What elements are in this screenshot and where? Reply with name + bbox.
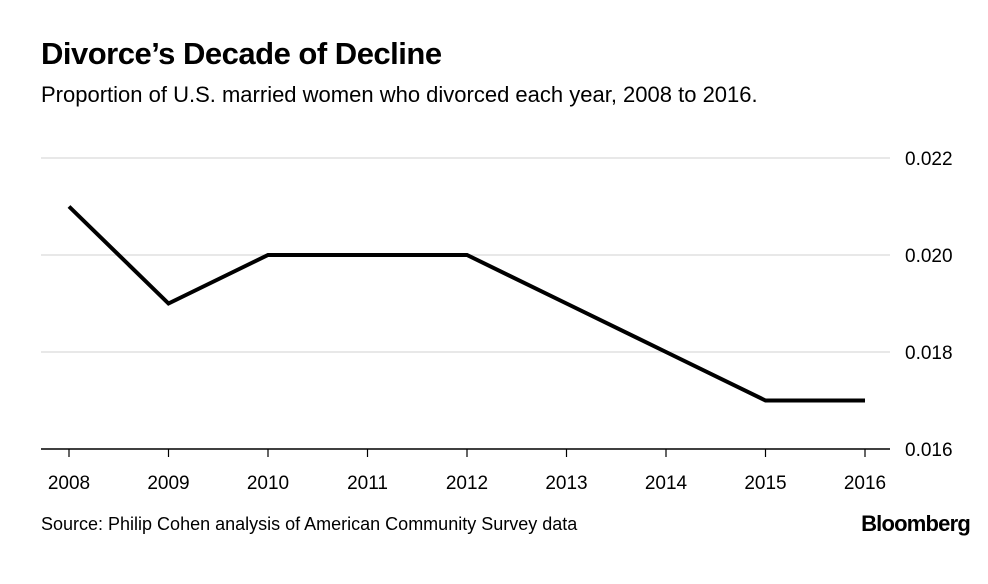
y-tick-label: 0.022 xyxy=(905,149,953,170)
x-tick-label: 2009 xyxy=(147,473,189,494)
chart-subtitle: Proportion of U.S. married women who div… xyxy=(41,82,758,107)
bloomberg-logo: Bloomberg xyxy=(861,511,971,536)
x-tick-label: 2012 xyxy=(446,473,488,494)
x-tick-label: 2011 xyxy=(347,473,388,494)
y-tick-label: 0.020 xyxy=(905,246,953,267)
y-tick-label: 0.016 xyxy=(905,440,953,461)
chart-title: Divorce’s Decade of Decline xyxy=(41,36,442,71)
x-tick-label: 2008 xyxy=(48,473,90,494)
source-note: Source: Philip Cohen analysis of America… xyxy=(41,514,578,534)
x-tick-label: 2013 xyxy=(545,473,587,494)
x-tick-label: 2014 xyxy=(645,473,688,494)
x-tick-label: 2010 xyxy=(247,473,289,494)
x-tick-label: 2016 xyxy=(844,473,886,494)
series-line xyxy=(67,205,865,403)
y-tick-label: 0.018 xyxy=(905,343,953,364)
x-tick-label: 2015 xyxy=(744,473,786,494)
